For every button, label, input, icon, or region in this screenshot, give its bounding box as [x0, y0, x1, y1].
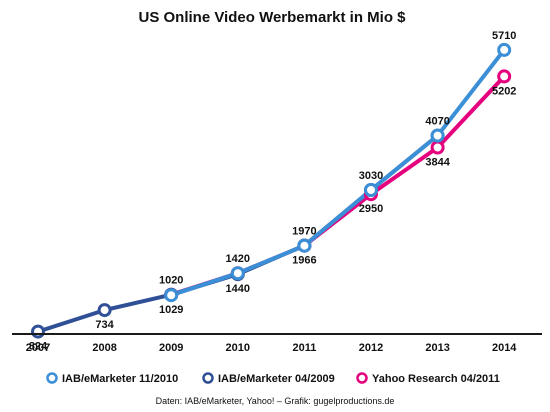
data-point-iab-emarketer-11-2010-2010 [230, 266, 245, 281]
data-label-2013-above: 4070 [425, 116, 449, 128]
data-point-iab-emarketer-11-2010-2014 [497, 42, 512, 57]
x-tick-2007: 2007 [26, 342, 50, 354]
data-labels: 324 734 1020 1029 1420 1440 1970 1966 3030 2950 40… [29, 30, 517, 353]
series-line-iab-emarketer-11-2010 [169, 47, 507, 298]
data-label-2014-above: 5710 [492, 30, 516, 42]
legend-label-iab-emarketer-11-2010: IAB/eMarketer 11/2010 [62, 373, 178, 385]
data-label-2007-below: 324 [29, 341, 48, 353]
data-label-2011-below: 1966 [292, 255, 316, 267]
legend-label-iab-emarketer-04-2009: IAB/eMarketer 04/2009 [218, 373, 335, 385]
x-tick-2008: 2008 [92, 342, 116, 354]
legend: IAB/eMarketer 11/2010 IAB/eMarketer 04/20… [46, 372, 500, 385]
x-tick-2009: 2009 [159, 342, 183, 354]
data-label-2012-above: 3030 [359, 170, 383, 182]
data-point-iab-emarketer-11-2010-2013 [430, 128, 445, 143]
data-label-2012-below: 2950 [359, 203, 383, 215]
data-label-2011-above: 1970 [292, 226, 316, 238]
data-label-2013-below: 3844 [425, 157, 450, 169]
legend-marker-iab-emarketer-04-2009 [202, 372, 214, 384]
data-label-2008-below: 734 [95, 319, 114, 331]
data-point-yahoo-research-04-2011-2013 [430, 140, 445, 155]
data-point-yahoo-research-04-2011-2014 [497, 69, 512, 84]
data-label-2014-below: 5202 [492, 85, 516, 97]
x-ticks: 2007 2008 2009 2010 2011 2012 2013 2014 [26, 342, 518, 354]
series-line-yahoo-research-04-2011 [169, 74, 507, 297]
x-tick-2014: 2014 [492, 342, 517, 354]
legend-marker-yahoo-research-04-2011 [356, 372, 368, 384]
x-tick-2010: 2010 [226, 342, 250, 354]
series-line-iab-emarketer-04-2009 [36, 133, 440, 334]
legend-label-yahoo-research-04-2011: Yahoo Research 04/2011 [372, 373, 500, 385]
series-markers [31, 42, 512, 339]
data-point-iab-emarketer-11-2010-2009 [164, 288, 179, 303]
data-point-iab-emarketer-11-2010-2011 [297, 238, 312, 253]
x-tick-2011: 2011 [292, 342, 316, 354]
source-note: Daten: IAB/eMarketer, Yahoo! – Grafik: g… [156, 396, 395, 406]
data-point-iab-emarketer-04-2009-2008 [97, 303, 112, 318]
x-tick-2013: 2013 [425, 342, 449, 354]
chart-title: US Online Video Werbemarkt in Mio $ [138, 9, 406, 26]
legend-marker-iab-emarketer-11-2010 [46, 372, 58, 384]
data-label-2010-above: 1420 [226, 253, 250, 265]
series-lines [36, 47, 507, 334]
data-label-2010-below: 1440 [226, 283, 250, 295]
data-point-iab-emarketer-04-2009-2007 [31, 324, 45, 339]
data-point-iab-emarketer-11-2010-2012 [364, 183, 378, 197]
x-tick-2012: 2012 [359, 342, 383, 354]
data-label-2009-above: 1020 [159, 275, 183, 287]
data-label-2009-below: 1029 [159, 304, 183, 316]
